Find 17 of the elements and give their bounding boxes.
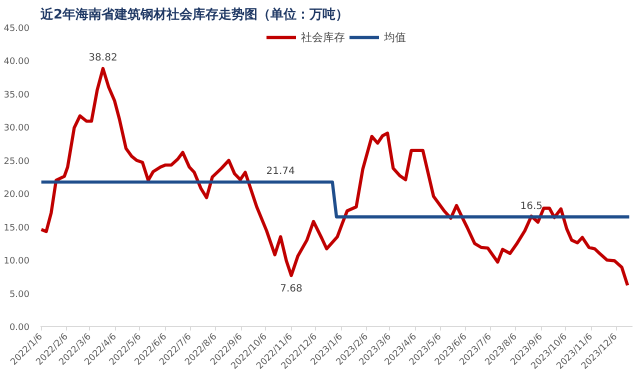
y-tick-label: 25.00 xyxy=(4,156,30,167)
annotation: 38.82 xyxy=(88,52,118,64)
y-tick-label: 35.00 xyxy=(4,90,30,100)
chart-title: 近2年海南省建筑钢材社会库存走势图（单位：万吨） xyxy=(40,6,349,22)
annotation: 16.5 xyxy=(520,200,542,212)
legend-label: 均值 xyxy=(384,30,406,44)
y-tick-label: 0.00 xyxy=(9,323,30,333)
y-tick-label: 20.00 xyxy=(4,190,30,200)
y-tick-label: 10.00 xyxy=(4,256,30,267)
y-tick-label: 40.00 xyxy=(4,57,30,68)
legend-label: 社会库存 xyxy=(301,30,345,44)
annotation: 7.68 xyxy=(280,283,302,294)
y-tick-label: 30.00 xyxy=(4,124,30,134)
y-tick-label: 5.00 xyxy=(9,290,30,300)
y-tick-label: 15.00 xyxy=(4,223,30,234)
y-tick-label: 45.00 xyxy=(4,24,30,34)
annotation: 21.74 xyxy=(266,166,295,178)
